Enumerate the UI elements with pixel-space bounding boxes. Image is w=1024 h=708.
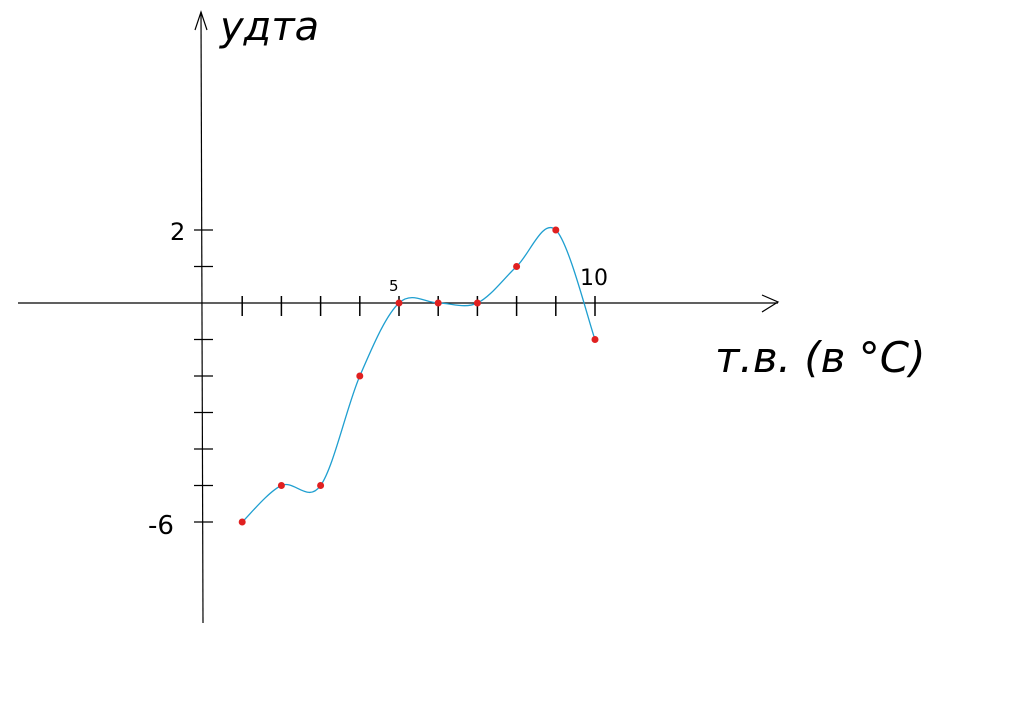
data-point-3 [317, 482, 325, 489]
data-point-6 [434, 299, 442, 307]
axes [18, 10, 780, 624]
y-tick-label-neg6: -6 [148, 511, 174, 541]
y-tick-label-2: 2 [170, 218, 185, 246]
y-axis-arrow [194, 10, 208, 31]
y-axis [200, 11, 204, 624]
data-point-7 [473, 299, 481, 307]
y-axis-label: удта [219, 4, 319, 50]
x-axis-label: т.в. (в °C) [715, 333, 925, 382]
series-line [241, 227, 596, 523]
data-point-4 [356, 372, 364, 380]
data-point-9 [552, 226, 560, 234]
x-axis-arrow [761, 294, 780, 313]
data-point-2 [277, 482, 285, 489]
x-tick-label-5: 5 [389, 277, 399, 295]
x-tick-label-10: 10 [580, 266, 608, 291]
data-point-1 [238, 518, 246, 526]
data-point-5 [395, 299, 403, 307]
data-point-8 [513, 263, 521, 270]
data-point-10 [591, 336, 599, 343]
